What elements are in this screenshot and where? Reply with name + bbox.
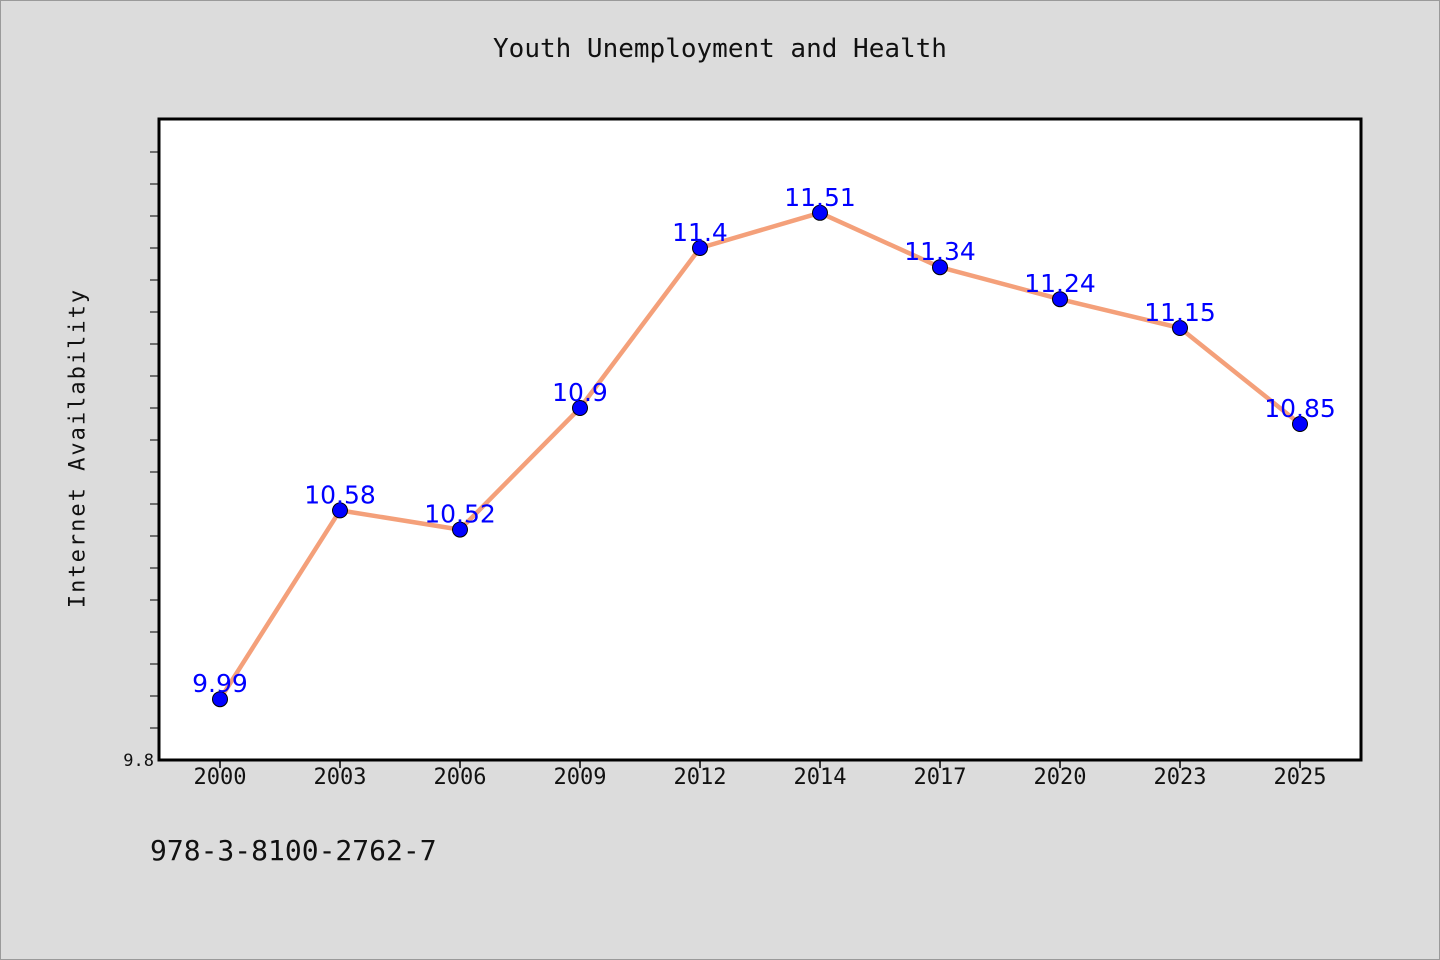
data-label: 11.24 bbox=[1024, 269, 1096, 298]
data-point bbox=[452, 521, 468, 538]
data-label: 11.15 bbox=[1144, 298, 1216, 327]
data-label: 11.51 bbox=[784, 183, 856, 212]
data-label: 11.4 bbox=[672, 218, 728, 247]
data-point bbox=[572, 400, 588, 416]
data-point bbox=[1052, 291, 1068, 308]
series-line bbox=[217, 210, 1303, 702]
x-tick-label: 2025 bbox=[1274, 765, 1327, 790]
x-tick-label: 2006 bbox=[434, 765, 487, 790]
data-point bbox=[212, 691, 228, 708]
data-point bbox=[692, 240, 708, 256]
x-tick-label: 2009 bbox=[554, 765, 607, 790]
data-point bbox=[1172, 320, 1188, 336]
data-label: 10.9 bbox=[552, 378, 608, 407]
data-label: 10.58 bbox=[304, 480, 376, 509]
data-label: 9.99 bbox=[192, 669, 248, 698]
x-axis-ticks: 2000 2003 2006 2009 2012 2014 2017 2020 2023 2025 bbox=[194, 760, 1327, 790]
y-tick-label: 9.8 bbox=[123, 751, 154, 771]
data-point bbox=[1292, 416, 1308, 432]
data-labels: 9.99 10.58 10.52 10.9 11.4 11.51 11.34 11.24 11.… bbox=[192, 183, 1336, 698]
data-point bbox=[812, 204, 828, 221]
y-axis-ticks: 9.8 bbox=[123, 151, 159, 771]
x-tick-label: 2003 bbox=[314, 765, 367, 790]
data-label: 10.85 bbox=[1264, 394, 1336, 423]
x-tick-label: 2000 bbox=[194, 765, 247, 790]
footer-code: 978-3-8100-2762-7 bbox=[150, 834, 437, 867]
data-series bbox=[212, 204, 1308, 708]
x-tick-label: 2020 bbox=[1034, 765, 1087, 790]
x-tick-label: 2017 bbox=[914, 765, 967, 790]
data-label: 11.34 bbox=[904, 237, 976, 266]
x-tick-label: 2023 bbox=[1154, 765, 1207, 790]
chart-title: Youth Unemployment and Health bbox=[493, 34, 947, 64]
plot-area bbox=[157, 117, 1363, 762]
data-label: 10.52 bbox=[424, 500, 496, 529]
data-point bbox=[932, 259, 948, 276]
x-tick-label: 2012 bbox=[674, 765, 727, 790]
data-point bbox=[332, 502, 348, 519]
x-tick-label: 2014 bbox=[794, 765, 847, 790]
